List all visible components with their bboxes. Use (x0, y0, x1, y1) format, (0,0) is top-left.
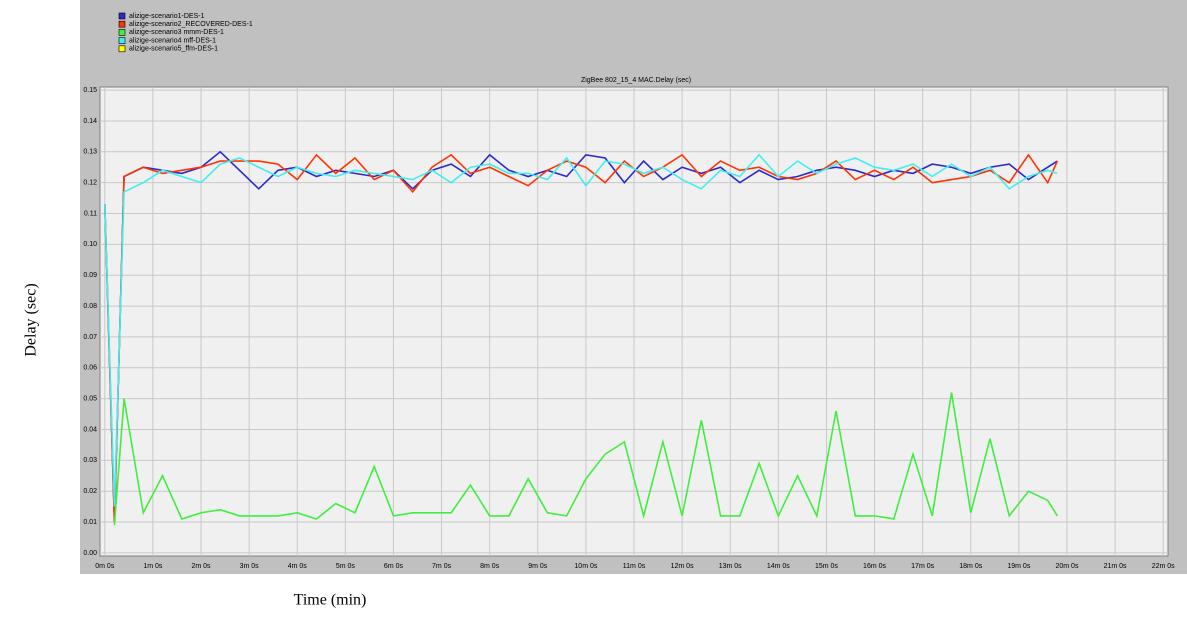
y-tick-label: 0.13 (83, 149, 97, 156)
x-tick-label: 20m 0s (1055, 563, 1078, 570)
x-tick-label: 15m 0s (815, 563, 838, 570)
series-line (113, 392, 1059, 526)
y-tick-label: 0.14 (83, 118, 97, 125)
x-tick-label: 21m 0s (1104, 563, 1127, 570)
y-tick-label: 0.10 (83, 241, 97, 248)
legend-label: alizige-scenario2_RECOVERED-DES-1 (129, 21, 253, 28)
x-tick-label: 3m 0s (240, 563, 260, 570)
x-tick-label: 17m 0s (911, 563, 934, 570)
x-tick-label: 7m 0s (432, 563, 452, 570)
y-tick-label: 0.06 (83, 365, 97, 372)
y-tick-label: 0.03 (83, 457, 97, 464)
x-tick-label: 19m 0s (1007, 563, 1030, 570)
y-tick-label: 0.01 (83, 519, 97, 526)
y-tick-label: 0.12 (83, 179, 97, 186)
y-tick-label: 0.11 (84, 210, 97, 217)
x-tick-label: 8m 0s (480, 563, 500, 570)
y-tick-label: 0.00 (83, 550, 97, 557)
x-tick-label: 2m 0s (191, 563, 211, 570)
x-tick-label: 16m 0s (863, 563, 886, 570)
x-tick-label: 4m 0s (288, 563, 308, 570)
legend-swatch (118, 37, 126, 44)
x-tick-label: 18m 0s (959, 563, 982, 570)
x-tick-label: 6m 0s (384, 563, 404, 570)
x-tick-label: 1m 0s (143, 563, 163, 570)
legend-label: alizige-scenario4 mff-DES-1 (129, 37, 216, 44)
y-tick-label: 0.09 (83, 272, 97, 279)
y-tick-label: 0.15 (83, 87, 97, 94)
y-tick-label: 0.07 (83, 334, 97, 341)
x-tick-label: 10m 0s (574, 563, 597, 570)
x-tick-label: 5m 0s (336, 563, 356, 570)
legend-label: alizige-scenario1-DES-1 (129, 13, 205, 20)
x-tick-label: 9m 0s (528, 563, 548, 570)
legend-swatch (118, 12, 126, 20)
series-line (104, 153, 1059, 523)
x-tick-label: 11m 0s (623, 563, 646, 570)
x-axis-label: Time (min) (294, 592, 367, 609)
legend-swatch (118, 45, 126, 53)
x-tick-label: 13m 0s (719, 563, 742, 570)
y-axis-label: Delay (sec) (23, 283, 40, 356)
y-tick-label: 0.08 (83, 303, 97, 310)
series-line (104, 153, 1058, 507)
y-tick-label: 0.04 (83, 426, 97, 433)
legend-swatch (118, 29, 126, 36)
chart-title: ZigBee 802_15_4 MAC.Delay (sec) (581, 77, 691, 84)
legend-label: alizige-scenario5_ffm-DES-1 (129, 46, 218, 53)
y-tick-label: 0.02 (83, 488, 97, 495)
x-tick-label: 22m 0s (1152, 563, 1175, 570)
legend-swatch (118, 20, 126, 28)
x-tick-label: 12m 0s (671, 563, 694, 570)
x-tick-label: 14m 0s (767, 563, 790, 570)
y-tick-label: 0.05 (83, 395, 97, 402)
x-tick-label: 0m 0s (95, 563, 115, 570)
legend-label: alizige-scenario3 mmm-DES-1 (129, 29, 224, 36)
series-line (104, 150, 1058, 523)
